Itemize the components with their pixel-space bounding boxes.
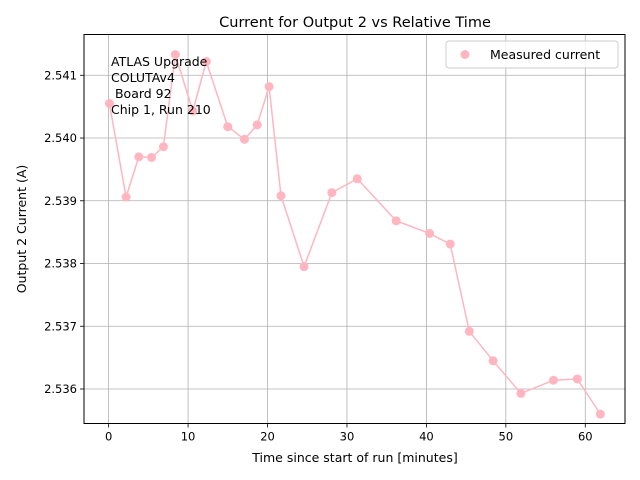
data-point (239, 134, 249, 144)
data-point (121, 192, 131, 202)
x-axis-ticks: 0 10 20 30 40 50 60 (105, 423, 593, 444)
x-axis-label: Time since start of run [minutes] (251, 450, 457, 465)
data-point (425, 228, 435, 238)
legend-marker (460, 50, 470, 59)
x-tick-label: 60 (578, 430, 593, 444)
data-series (104, 50, 605, 419)
data-point (188, 106, 198, 116)
y-tick-label: 2.538 (44, 257, 77, 271)
x-tick-label: 0 (105, 430, 112, 444)
data-point (104, 99, 114, 109)
annotation-line-4: Chip 1, Run 210 (111, 102, 211, 117)
x-tick-label: 20 (260, 430, 275, 444)
data-point (516, 388, 526, 398)
data-point (352, 174, 362, 184)
data-point (595, 409, 605, 419)
data-point (299, 262, 309, 272)
data-point (201, 56, 211, 66)
data-point (252, 120, 262, 130)
legend-frame (445, 40, 619, 69)
annotation-line-1: ATLAS Upgrade (111, 54, 208, 69)
data-point (445, 239, 455, 249)
data-point (572, 374, 582, 384)
data-point (276, 191, 286, 201)
x-tick-label: 40 (419, 430, 434, 444)
annotation-line-3: Board 92 (111, 86, 172, 101)
data-point (264, 82, 274, 92)
data-point (170, 50, 180, 60)
annotation-line-2: COLUTAv4 (111, 70, 175, 85)
data-point (158, 142, 168, 152)
x-tick-label: 30 (340, 430, 355, 444)
legend: Measured current (445, 40, 619, 69)
y-tick-label: 2.541 (44, 68, 77, 82)
data-point (327, 188, 337, 198)
y-axis-label: Output 2 Current (A) (14, 165, 29, 294)
data-point (147, 152, 157, 162)
y-tick-label: 2.536 (44, 382, 77, 396)
y-tick-label: 2.537 (44, 319, 77, 333)
data-point (549, 375, 559, 385)
data-point (134, 152, 144, 162)
data-point (464, 326, 474, 336)
y-tick-label: 2.540 (44, 131, 77, 145)
x-tick-label: 10 (181, 430, 196, 444)
chart-title: Current for Output 2 vs Relative Time (219, 15, 491, 31)
legend-label: Measured current (490, 47, 600, 62)
plot-frame (83, 34, 626, 424)
data-point (391, 216, 401, 226)
annotation: ATLAS Upgrade COLUTAv4 Board 92 Chip 1, … (111, 54, 211, 117)
data-point (223, 122, 233, 132)
y-axis-ticks: 2.536 2.537 2.538 2.539 2.540 2.541 (44, 68, 84, 396)
x-tick-label: 50 (499, 430, 514, 444)
y-tick-label: 2.539 (44, 194, 77, 208)
data-point (488, 356, 498, 366)
grid (84, 34, 625, 424)
